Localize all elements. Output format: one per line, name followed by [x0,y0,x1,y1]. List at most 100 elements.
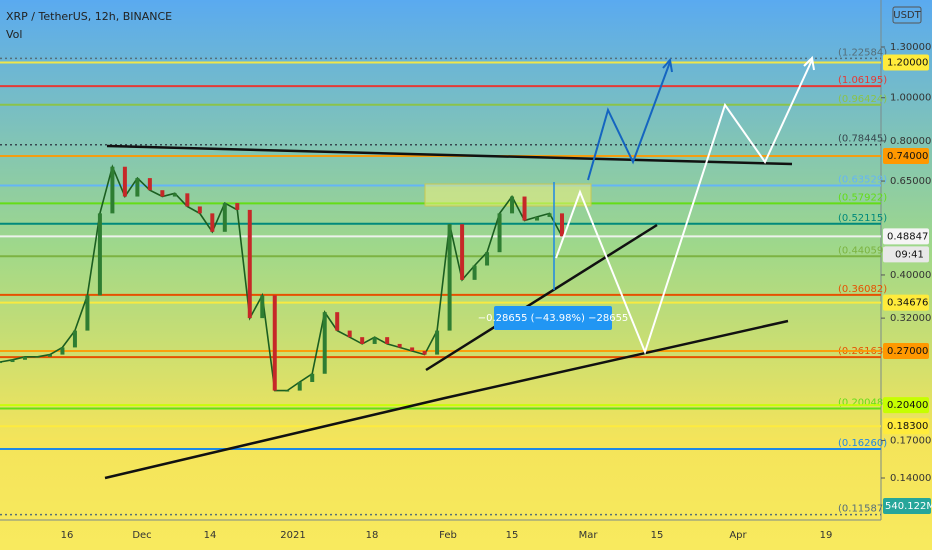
x-tick-label: 15 [651,530,664,541]
y-tick-label: 0.14000 [890,473,931,484]
y-tick-label: 0.65000 [890,176,931,187]
level-label: (0.16260) [838,438,887,449]
candle [122,166,127,197]
level-label: (0.44059) [838,245,887,256]
projection [555,59,813,355]
candle [0,362,2,364]
level-label: (0.11587) [838,504,887,515]
x-tick-label: Dec [132,530,151,541]
candle [297,381,302,391]
price-tag [883,228,929,245]
candle [235,203,240,210]
candle [285,390,290,392]
x-tick-label: 16 [61,530,74,541]
candle [272,295,277,391]
candle [347,330,352,338]
candle [410,347,415,351]
candle [360,337,365,344]
candle [60,347,65,355]
candle [210,213,215,232]
price-tag [883,294,929,311]
candle [497,213,502,253]
zone [424,183,592,207]
trendline [106,144,793,166]
countdown-box [883,246,929,263]
y-tick-label: 0.80000 [890,136,931,147]
candle [460,224,465,280]
projection [587,61,671,181]
candle [110,166,115,214]
x-tick-label: Apr [729,530,747,541]
x-tick-label: Mar [579,530,599,541]
candle [160,190,165,197]
currency-box[interactable] [892,6,922,24]
level-label: (0.78445) [838,134,887,145]
candle [147,178,152,191]
candle [222,203,227,232]
candle [435,330,440,355]
symbol-title: XRP / TetherUS, 12h, BINANCE [6,10,172,23]
candle [372,337,377,344]
price-tag [883,54,929,71]
level-label: (1.06195) [838,75,887,86]
y-tick-label: 0.40000 [890,270,931,281]
indicator-label: Vol [6,28,22,41]
candle [72,330,77,348]
series [0,164,564,392]
volume-tag-label: 540.122M [885,501,932,512]
candle [472,265,477,280]
y-tick-label: 1.30000 [890,42,931,53]
price-line [0,164,563,392]
arrow-head [803,55,815,71]
x-tick-label: 19 [820,530,833,541]
price-tag-label: 1.20000 [887,57,928,68]
candle [547,213,552,217]
candle [260,295,265,319]
price-tag [883,418,929,435]
candle [422,350,427,355]
price-tag-label: 0.20400 [887,400,928,411]
level-label: (0.20048) [838,398,887,409]
currency[interactable]: USDT [893,10,921,21]
candle [172,193,177,197]
price-axis: 1.30000 1.00000 0.80000 0.65000 0.40000 0.320… [881,42,932,514]
price-tag [883,147,929,164]
x-tick-label: 18 [366,530,379,541]
candle [335,312,340,331]
trendline [425,223,658,372]
candle [322,312,327,374]
trendline [104,319,789,480]
candle [385,337,390,344]
level-label: (0.96424) [838,94,887,105]
candle [447,224,452,331]
candle [485,252,490,266]
x-tick-label: 14 [204,530,217,541]
volume-tag [883,498,931,514]
price-tag-label: 0.74000 [887,151,928,162]
arrow-head [662,57,673,73]
candle [510,196,515,214]
measure-box [494,306,612,330]
x-tick-label: Feb [439,530,457,541]
candle [247,209,252,319]
price-tag [883,397,929,414]
price-tag-label: 0.18300 [887,421,928,432]
price-tag-label: 0.48847 [887,231,928,242]
candle [22,356,27,360]
candle [35,356,40,358]
y-tick-label: 0.32000 [890,313,931,324]
level-label: (0.52115) [838,213,887,224]
countdown: 09:41 [895,249,924,260]
candle [197,206,202,214]
x-tick-label: 15 [506,530,519,541]
candle [310,373,315,382]
candle [135,178,140,197]
level-label: (0.36082) [838,284,887,295]
price-tag-label: 0.27000 [887,346,928,357]
candle [10,359,15,363]
candle [560,213,564,237]
level-label: (1.22584) [838,47,887,58]
candle [185,193,190,207]
